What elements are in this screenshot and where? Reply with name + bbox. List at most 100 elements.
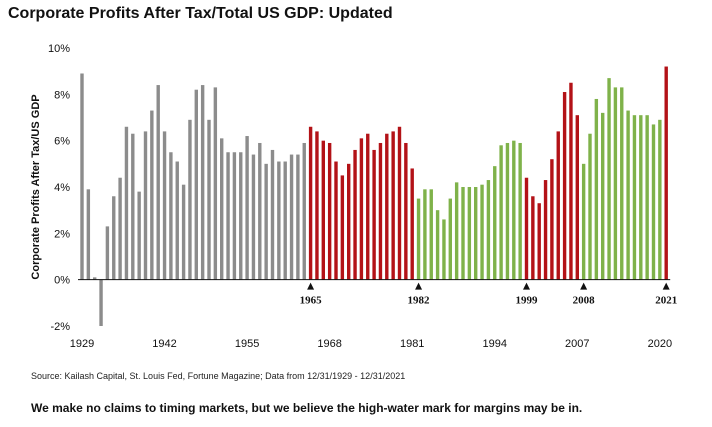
bar-1934: [112, 196, 116, 280]
bar-1942: [162, 131, 167, 280]
bar-1969: [334, 161, 338, 280]
annotation-marker-1982: [415, 282, 423, 290]
chart-title: Corporate Profits After Tax/Total US GDP…: [8, 5, 393, 22]
x-tick-label: 1981: [400, 338, 424, 350]
bar-2001: [537, 203, 541, 280]
bar-1970: [340, 175, 345, 280]
bar-1965: [308, 126, 313, 280]
bar-2016: [632, 115, 637, 280]
bar-1932: [99, 279, 103, 326]
bar-1945: [181, 184, 186, 280]
bar-1977: [385, 133, 389, 280]
bar-1972: [353, 149, 357, 280]
bar-2005: [562, 92, 567, 280]
profits-gdp-chart: 10% 8% 6% 4% 2% 0% -2% 1929 1942 1955 1968 1981 199…: [30, 43, 677, 350]
bar-1961: [283, 161, 287, 280]
bar-1994: [493, 166, 497, 280]
bar-1993: [486, 180, 491, 280]
bar-1983: [423, 189, 427, 280]
bar-2018: [645, 115, 649, 280]
bar-1954: [239, 152, 243, 280]
x-tick-label: 1942: [152, 338, 176, 350]
bar-1960: [277, 161, 281, 280]
bar-1957: [258, 142, 262, 280]
bar-2021: [664, 66, 668, 280]
bar-1982: [416, 198, 421, 280]
bar-1962: [289, 154, 294, 280]
bar-1950: [213, 87, 218, 280]
x-tick-label: 2007: [565, 338, 589, 350]
bar-1999: [524, 177, 529, 280]
y-tick-label: 6%: [54, 136, 70, 148]
bar-2019: [651, 124, 656, 280]
bar-2009: [588, 133, 592, 280]
bar-1973: [359, 138, 364, 280]
bar-1996: [505, 142, 510, 280]
bar-1990: [467, 187, 472, 280]
bar-1931: [93, 277, 97, 280]
bars-group: [80, 66, 668, 326]
y-tick-label: 0%: [54, 275, 70, 287]
bar-1941: [156, 85, 160, 280]
bar-2013: [613, 87, 618, 280]
x-tick-label: 1994: [483, 338, 507, 350]
x-tick-label: 1955: [235, 338, 259, 350]
y-tick-label: 10%: [48, 43, 70, 55]
bar-2014: [620, 87, 624, 280]
bar-2020: [658, 119, 662, 280]
source-note: Source: Kailash Capital, St. Louis Fed, …: [31, 371, 406, 381]
x-tick-label: 2020: [648, 338, 672, 350]
bar-2012: [607, 78, 611, 280]
bar-1930: [86, 189, 91, 280]
y-axis: 10% 8% 6% 4% 2% 0% -2%: [48, 43, 70, 333]
bar-1981: [410, 168, 414, 280]
bar-1979: [397, 126, 402, 280]
annotation-marker-2021: [662, 282, 670, 290]
bar-2003: [550, 159, 554, 280]
bar-1997: [512, 140, 516, 280]
bar-1968: [327, 142, 332, 280]
annotation-label-2008: 2008: [573, 295, 596, 307]
annotation-marker-2008: [580, 282, 588, 290]
annotation-label-1982: 1982: [408, 295, 431, 307]
bar-1940: [150, 110, 154, 280]
y-tick-label: 2%: [54, 228, 70, 240]
bar-1992: [480, 184, 484, 280]
bar-1984: [429, 189, 433, 280]
bar-2010: [594, 98, 599, 280]
bar-2011: [601, 112, 605, 280]
bar-1971: [347, 163, 351, 280]
bar-1985: [435, 210, 440, 280]
bar-1980: [404, 142, 408, 280]
bar-1964: [302, 142, 306, 280]
bar-1958: [264, 163, 268, 280]
bar-1938: [137, 191, 141, 280]
bar-1988: [454, 182, 459, 280]
y-tick-label: -2%: [50, 321, 70, 333]
bar-2017: [639, 115, 643, 280]
bar-1976: [378, 142, 383, 280]
annotation-marker-1999: [523, 282, 530, 290]
bar-1939: [143, 131, 148, 280]
bar-1978: [391, 131, 395, 280]
bar-1952: [226, 152, 230, 280]
x-axis: 1929 1942 1955 1968 1981 1994 2007 2020: [70, 279, 672, 350]
y-axis-label: Corporate Profits After Tax/US GDP: [30, 94, 42, 279]
bar-1989: [461, 187, 465, 280]
bar-1955: [245, 136, 249, 280]
bar-1946: [188, 119, 192, 280]
y-tick-label: 8%: [54, 89, 70, 101]
tagline: We make no claims to timing markets, but…: [31, 401, 583, 415]
bar-1959: [270, 149, 275, 280]
bar-1933: [105, 226, 110, 280]
bar-1953: [232, 152, 237, 280]
bar-1967: [321, 140, 325, 280]
bar-1975: [372, 149, 376, 280]
bar-1935: [118, 177, 122, 280]
annotation-marker-1965: [307, 282, 315, 290]
bar-1995: [499, 145, 503, 280]
bar-2015: [626, 110, 630, 280]
bar-2006: [569, 82, 573, 280]
bar-1974: [366, 133, 370, 280]
bar-1963: [296, 154, 300, 280]
